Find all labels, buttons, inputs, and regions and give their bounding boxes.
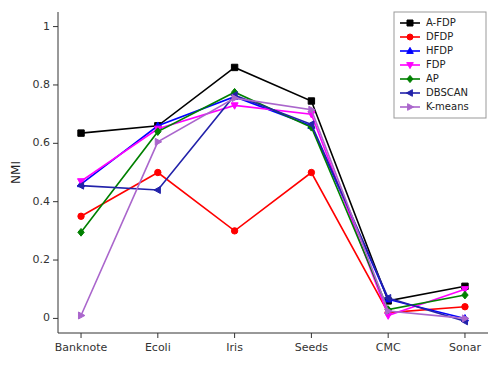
legend-marker: [407, 75, 413, 82]
legend-label: DBSCAN: [426, 87, 468, 98]
marker: [155, 169, 161, 175]
legend: A-FDP DFDP HFDP FDP AP DBSCAN K-means: [394, 12, 486, 118]
x-tick-label: Seeds: [295, 341, 329, 354]
marker: [462, 315, 468, 322]
y-axis: [58, 12, 59, 333]
marker: [78, 228, 84, 236]
y-tick: [53, 84, 58, 85]
legend-marker: [407, 63, 414, 69]
marker: [386, 308, 392, 315]
marker: [231, 228, 237, 234]
marker: [384, 294, 390, 301]
x-tick: [157, 333, 158, 338]
marker: [78, 213, 84, 219]
line: [81, 105, 465, 315]
x-tick: [234, 333, 235, 338]
marker: [308, 98, 314, 104]
x-tick-label: Sonar: [449, 341, 481, 354]
marker: [308, 121, 314, 128]
marker: [462, 291, 468, 299]
x-tick-label: CMC: [376, 341, 401, 354]
y-axis-label: NMI: [9, 161, 23, 184]
y-tick-label: 0.8: [33, 78, 51, 91]
y-tick: [53, 26, 58, 27]
marker: [308, 169, 314, 175]
marker: [462, 304, 468, 310]
x-axis: [58, 333, 488, 334]
marker: [231, 64, 237, 70]
y-tick: [53, 318, 58, 319]
line: [81, 95, 465, 321]
legend-label: FDP: [426, 59, 445, 70]
x-tick: [464, 333, 465, 338]
line: [81, 173, 465, 313]
marker: [155, 138, 161, 145]
marker: [309, 106, 315, 113]
line: [81, 97, 465, 319]
series: [78, 103, 469, 320]
series: [78, 88, 468, 313]
line: [81, 92, 465, 309]
marker: [77, 182, 83, 189]
series: [78, 93, 469, 321]
x-tick-label: Banknote: [55, 341, 108, 354]
chart: 0 0.2 0.4 0.6 0.8 1 Banknote Ecoli Iris Seeds CMC S…: [0, 0, 500, 365]
legend-marker: [407, 20, 413, 26]
y-tick-label: 0.2: [33, 253, 51, 266]
x-tick-label: Ecoli: [145, 341, 171, 354]
y-tick: [53, 143, 58, 144]
x-tick: [388, 333, 389, 338]
y-tick-label: 1: [43, 20, 50, 33]
y-tick: [53, 260, 58, 261]
marker: [155, 128, 161, 136]
legend-label: HFDP: [426, 45, 453, 56]
marker: [78, 130, 84, 136]
y-tick-label: 0.6: [33, 136, 51, 149]
x-tick: [81, 333, 82, 338]
y-tick: [53, 201, 58, 202]
legend-label: AP: [426, 73, 439, 84]
legend-label: K-means: [426, 101, 469, 112]
legend-label: A-FDP: [426, 17, 456, 28]
legend-marker: [407, 47, 414, 53]
legend-marker: [406, 90, 412, 97]
chart-container: 0 0.2 0.4 0.6 0.8 1 Banknote Ecoli Iris Seeds CMC S…: [0, 0, 500, 365]
x-tick-label: Iris: [226, 341, 243, 354]
x-tick: [311, 333, 312, 338]
series: [77, 92, 467, 325]
legend-box: [394, 12, 486, 118]
marker: [154, 186, 160, 193]
marker: [231, 103, 238, 109]
marker: [232, 95, 238, 102]
legend-marker: [408, 104, 414, 111]
y-tick-label: 0.4: [33, 195, 51, 208]
legend-label: DFDP: [426, 31, 453, 42]
line: [81, 98, 465, 318]
y-tick-label: 0: [43, 311, 50, 324]
series: [78, 95, 468, 322]
legend-marker: [407, 34, 413, 40]
marker: [78, 312, 84, 319]
